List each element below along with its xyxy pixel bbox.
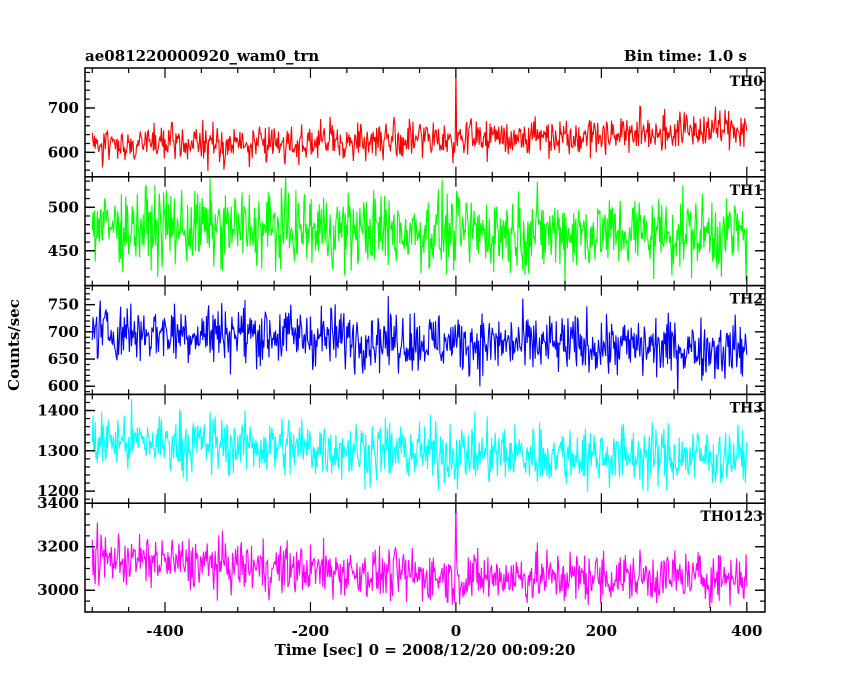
y-tick-label: 3400 bbox=[37, 494, 79, 512]
y-tick-label: 700 bbox=[48, 323, 79, 341]
y-axis-title: Counts/sec bbox=[5, 299, 23, 391]
series-line-th0 bbox=[91, 68, 748, 172]
chart-title: ae081220000920_wam0_trn bbox=[85, 47, 319, 65]
bin-time-label: Bin time: 1.0 s bbox=[624, 47, 747, 65]
panel-label-th0123: TH0123 bbox=[700, 509, 763, 525]
y-tick-label: 3000 bbox=[37, 581, 79, 599]
x-axis: -400 -200 0 200 400 bbox=[146, 622, 762, 640]
x-tick-label: -200 bbox=[292, 622, 330, 640]
x-tick-label: 400 bbox=[731, 622, 762, 640]
x-tick-label: 200 bbox=[586, 622, 617, 640]
panel-label-th3: TH3 bbox=[730, 400, 763, 416]
y-tick-label: 1400 bbox=[37, 402, 79, 420]
series-line-th2 bbox=[91, 295, 748, 395]
panel-label-th0: TH0 bbox=[730, 74, 764, 90]
y-tick-label: 500 bbox=[48, 198, 79, 216]
y-tick-label: 600 bbox=[48, 377, 79, 395]
series-line-th1 bbox=[91, 176, 748, 284]
y-tick-label: 3200 bbox=[37, 538, 79, 556]
y-tick-label: 450 bbox=[48, 242, 79, 260]
y-tick-label: 650 bbox=[48, 350, 79, 368]
y-tick-label: 700 bbox=[48, 99, 79, 117]
panel-th3: 1200 1300 1400 TH3 bbox=[37, 393, 766, 504]
panel-frame-th2 bbox=[84, 284, 766, 396]
y-tick-label: 750 bbox=[48, 296, 79, 314]
panel-th1: 450 500 TH1 bbox=[48, 176, 766, 287]
series-line-th3 bbox=[91, 398, 748, 492]
panel-label-th2: TH2 bbox=[730, 292, 763, 308]
y-tick-label: 600 bbox=[48, 143, 79, 161]
y-tick-label: 1200 bbox=[37, 482, 79, 500]
panel-th2: 600 650 700 750 TH2 bbox=[48, 284, 766, 396]
x-tick-label: -400 bbox=[146, 622, 184, 640]
series-line-th0123 bbox=[91, 503, 748, 608]
panel-label-th1: TH1 bbox=[730, 183, 763, 199]
x-axis-title: Time [sec] 0 = 2008/12/20 00:09:20 bbox=[275, 641, 576, 659]
y-tick-label: 1300 bbox=[37, 442, 79, 460]
x-tick-label: 0 bbox=[451, 622, 461, 640]
panel-th0123: 3000 3200 3400 TH0123 bbox=[37, 494, 766, 613]
panels-group: 600 700 TH0 450 500 TH1 600 650 700 750 TH2 1200 130… bbox=[37, 67, 766, 613]
panel-th0: 600 700 TH0 bbox=[48, 67, 766, 178]
